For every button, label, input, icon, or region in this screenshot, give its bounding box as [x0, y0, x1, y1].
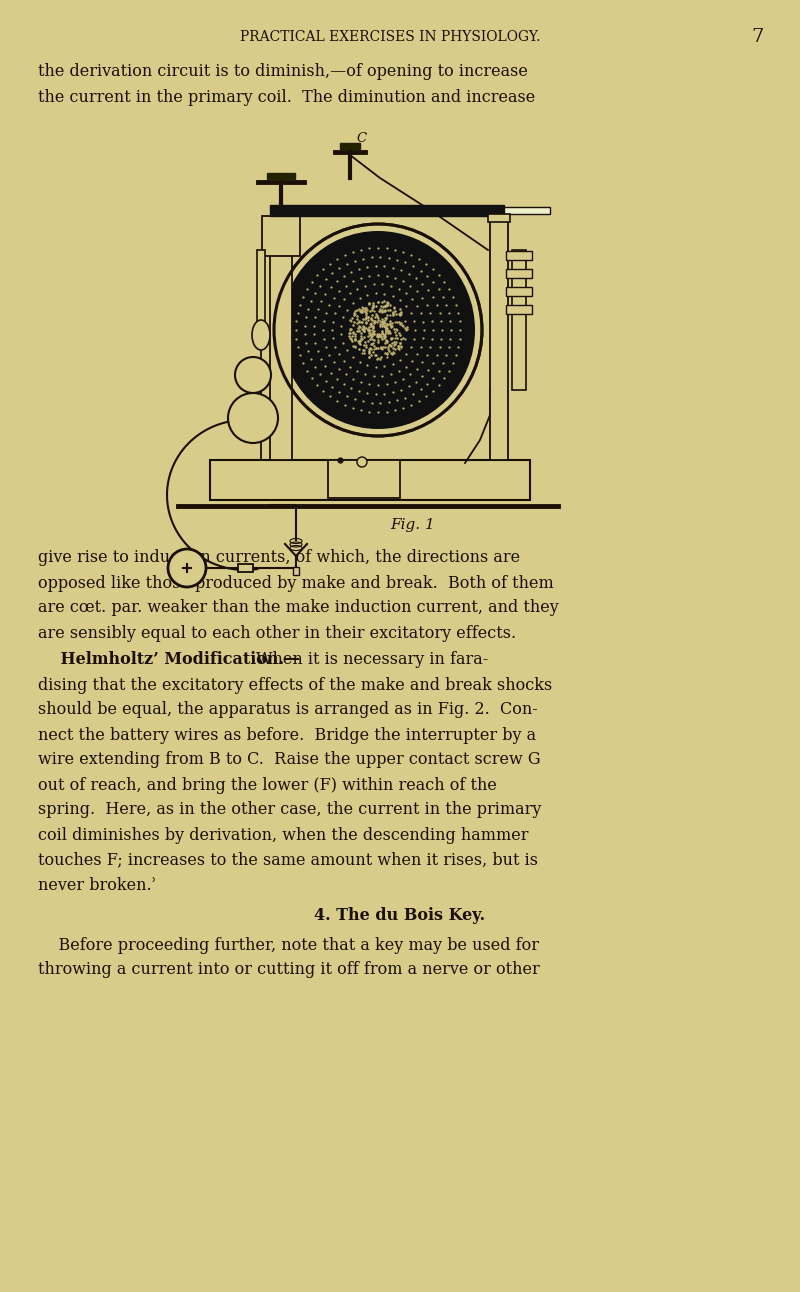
Text: spring.  Here, as in the other case, the current in the primary: spring. Here, as in the other case, the … — [38, 801, 542, 819]
Bar — [328, 460, 400, 497]
Text: touches F; increases to the same amount when it rises, but is: touches F; increases to the same amount … — [38, 851, 538, 868]
Circle shape — [357, 457, 367, 466]
Text: Fig. 1: Fig. 1 — [390, 518, 434, 532]
Text: should be equal, the apparatus is arranged as in Fig. 2.  Con-: should be equal, the apparatus is arrang… — [38, 702, 538, 718]
Text: nect the battery wires as before.  Bridge the interrupter by a: nect the battery wires as before. Bridge… — [38, 726, 536, 743]
Text: wire extending from B to C.  Raise the upper contact screw G: wire extending from B to C. Raise the up… — [38, 752, 541, 769]
Bar — [506, 269, 532, 278]
Text: C: C — [356, 133, 366, 146]
Text: PRACTICAL EXERCISES IN PHYSIOLOGY.: PRACTICAL EXERCISES IN PHYSIOLOGY. — [240, 30, 540, 44]
Bar — [257, 249, 265, 329]
Bar — [293, 567, 299, 575]
Bar — [262, 216, 300, 256]
Bar — [512, 249, 526, 390]
Text: throwing a current into or cutting it off from a nerve or other: throwing a current into or cutting it of… — [38, 961, 540, 978]
Bar — [340, 143, 360, 149]
Text: give rise to induction currents, of which, the directions are: give rise to induction currents, of whic… — [38, 549, 520, 566]
Ellipse shape — [252, 320, 270, 350]
Bar — [504, 207, 550, 214]
Text: A: A — [248, 411, 258, 425]
Text: dising that the excitatory effects of the make and break shocks: dising that the excitatory effects of th… — [38, 677, 552, 694]
Text: out of reach, and bring the lower (F) within reach of the: out of reach, and bring the lower (F) wi… — [38, 776, 497, 793]
Bar — [488, 214, 510, 222]
Text: never broken.ʾ: never broken.ʾ — [38, 876, 157, 894]
Ellipse shape — [274, 224, 482, 435]
Bar — [506, 251, 532, 260]
Text: E: E — [373, 469, 383, 482]
Text: the current in the primary coil.  The diminution and increase: the current in the primary coil. The dim… — [38, 89, 535, 106]
Text: Helmholtz’ Modification.—: Helmholtz’ Modification.— — [38, 651, 300, 668]
Text: are sensibly equal to each other in their excitatory effects.: are sensibly equal to each other in thei… — [38, 624, 516, 642]
Circle shape — [228, 393, 278, 443]
Bar — [506, 305, 532, 314]
Text: 7: 7 — [752, 28, 764, 47]
Text: 4. The du Bois Key.: 4. The du Bois Key. — [314, 907, 486, 925]
Bar — [270, 205, 504, 216]
Bar — [267, 173, 295, 180]
Bar — [506, 287, 532, 296]
Text: When it is necessary in fara-: When it is necessary in fara- — [256, 651, 488, 668]
Bar — [490, 216, 508, 460]
Text: the derivation circuit is to diminish,—of opening to increase: the derivation circuit is to diminish,—o… — [38, 63, 528, 80]
Text: coil diminishes by derivation, when the descending hammer: coil diminishes by derivation, when the … — [38, 827, 529, 844]
Circle shape — [168, 549, 206, 587]
Bar — [238, 565, 253, 572]
Text: are cœt. par. weaker than the make induction current, and they: are cœt. par. weaker than the make induc… — [38, 599, 558, 616]
Bar — [210, 460, 530, 500]
Ellipse shape — [281, 231, 475, 429]
Bar — [270, 216, 292, 460]
Circle shape — [235, 357, 271, 393]
Text: Before proceeding further, note that a key may be used for: Before proceeding further, note that a k… — [38, 937, 539, 953]
Text: opposed like those produced by make and break.  Both of them: opposed like those produced by make and … — [38, 575, 554, 592]
